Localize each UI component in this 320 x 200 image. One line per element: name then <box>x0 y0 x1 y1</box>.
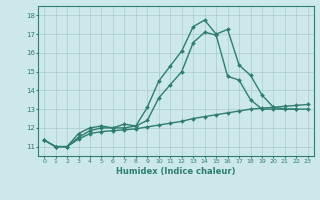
X-axis label: Humidex (Indice chaleur): Humidex (Indice chaleur) <box>116 167 236 176</box>
